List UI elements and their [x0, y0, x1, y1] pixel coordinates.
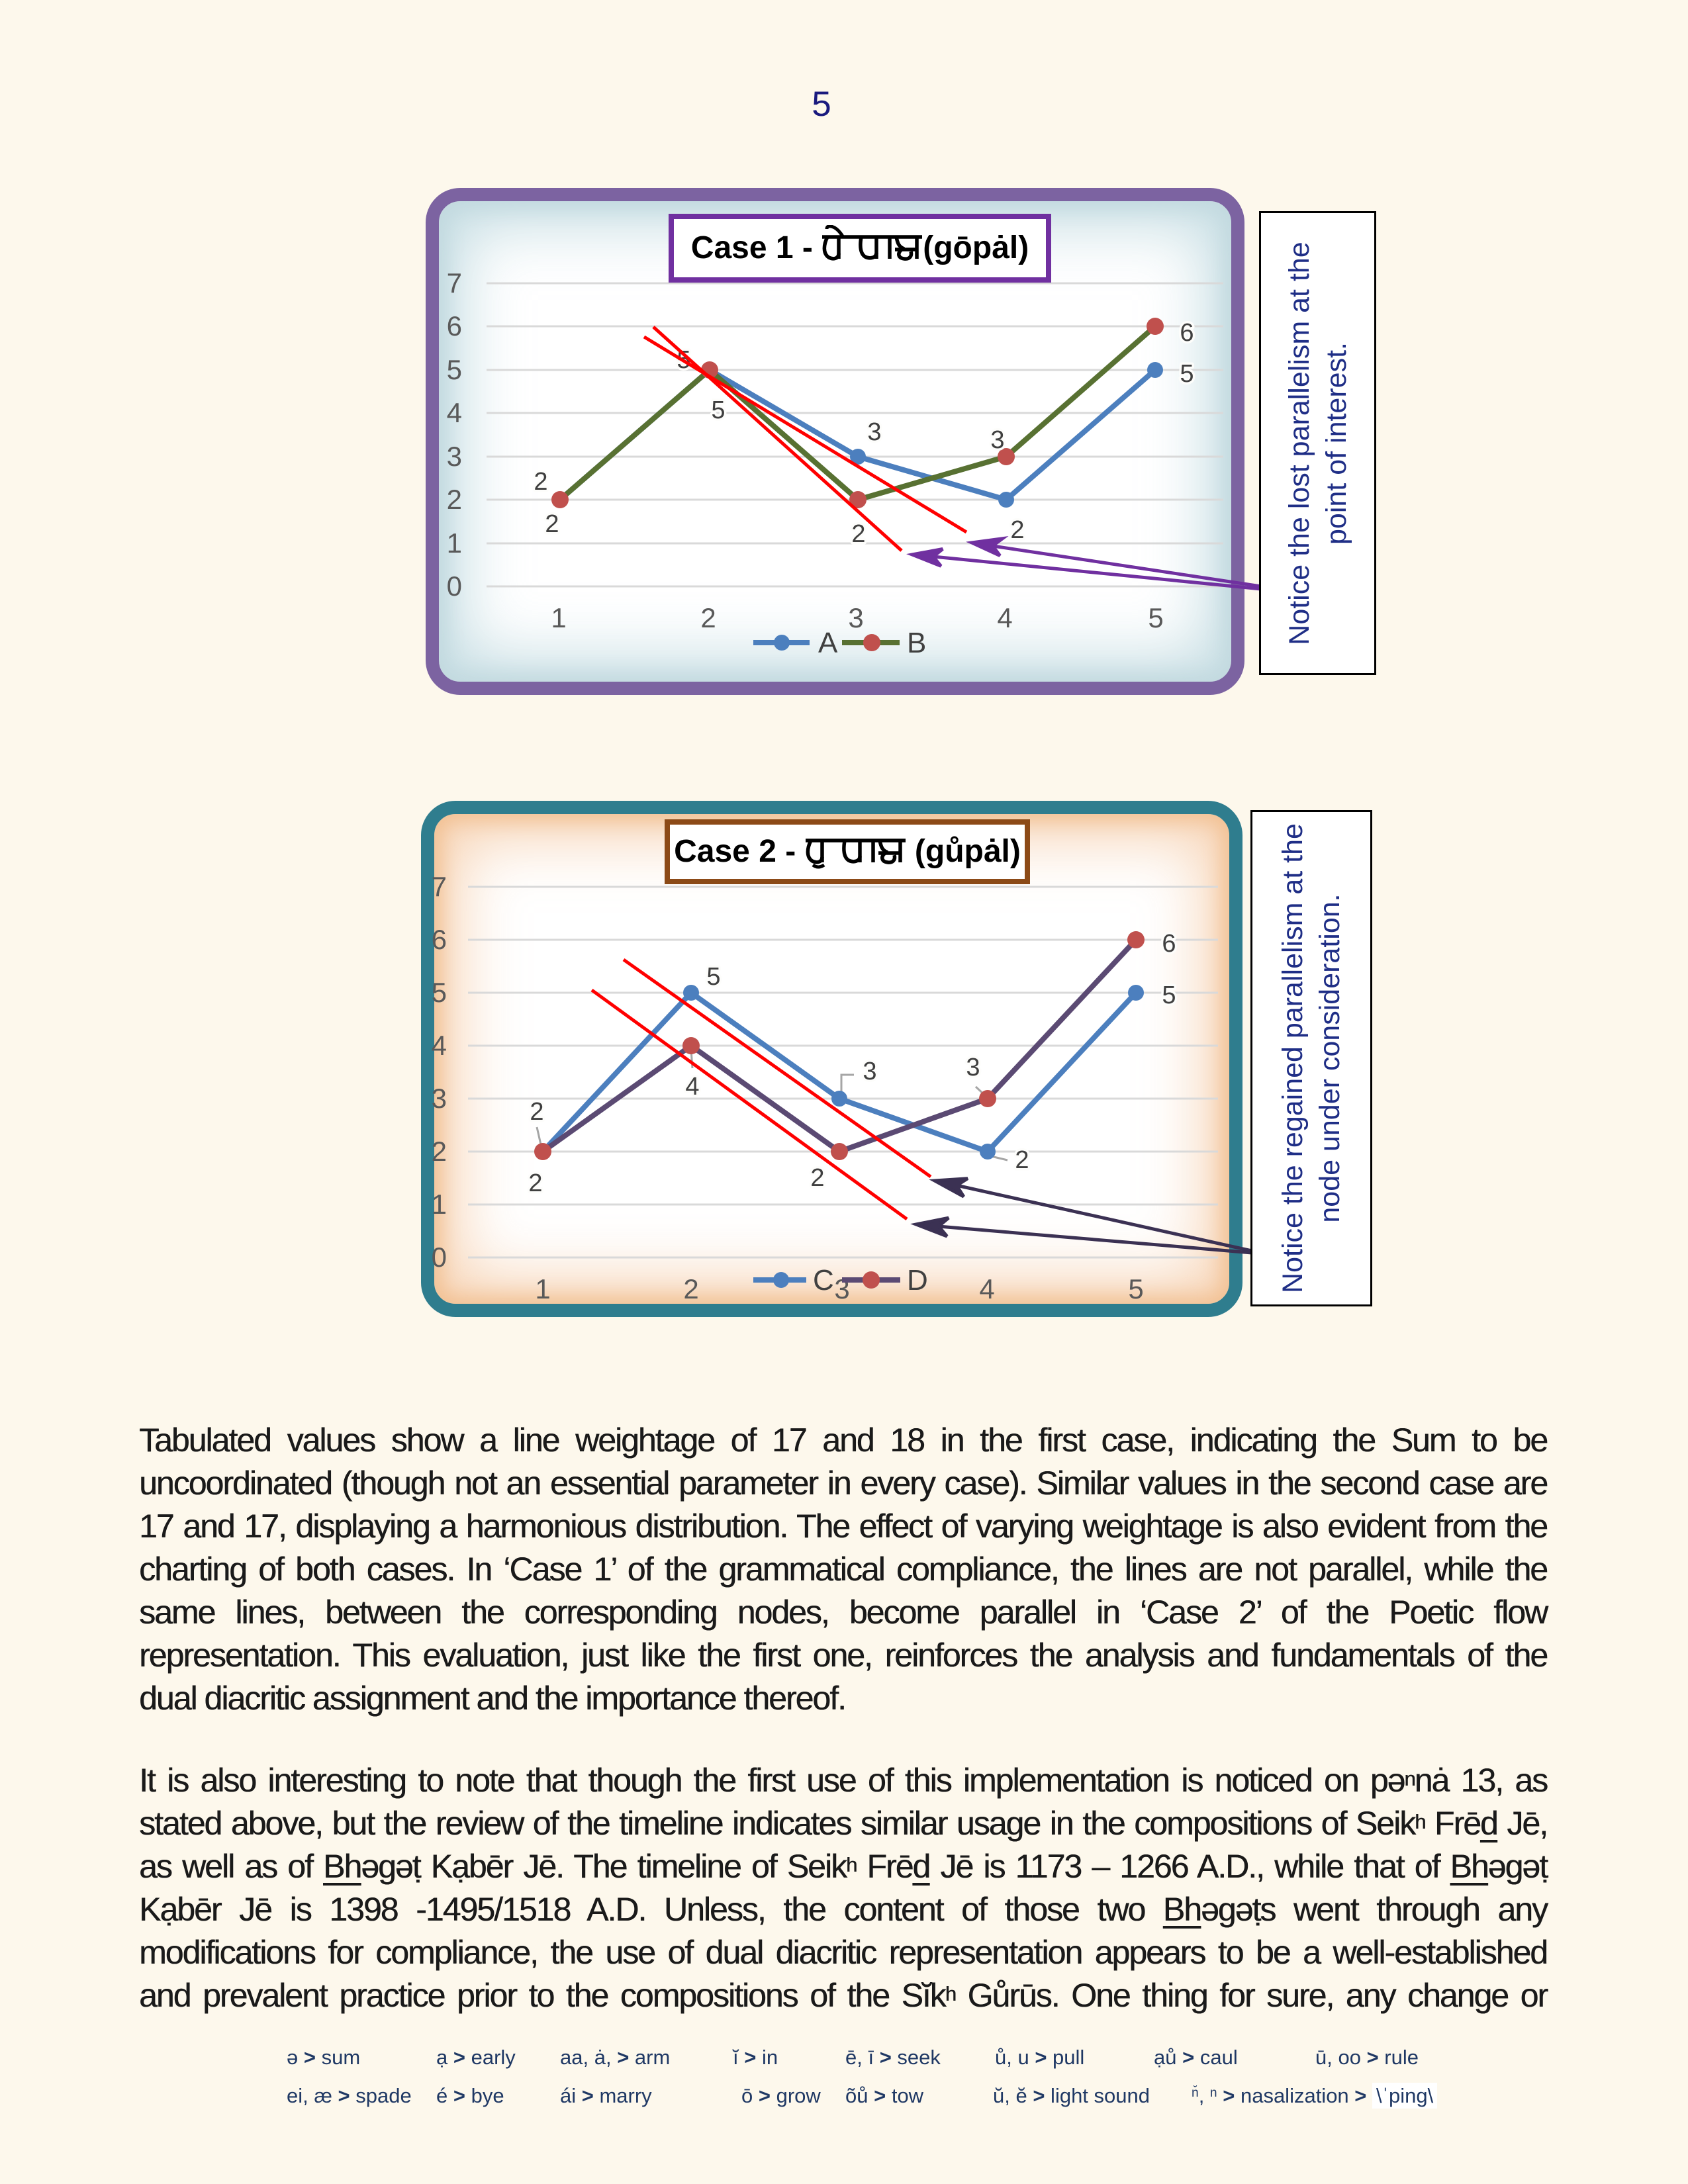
svg-text:7: 7 [447, 267, 462, 298]
svg-text:3: 3 [867, 418, 881, 446]
svg-text:6: 6 [447, 310, 462, 341]
svg-text:4: 4 [979, 1273, 994, 1304]
svg-text:2: 2 [530, 1098, 543, 1126]
svg-text:6: 6 [432, 924, 447, 955]
svg-text:2: 2 [534, 468, 547, 496]
svg-text:2: 2 [810, 1164, 824, 1192]
svg-text:2: 2 [1010, 516, 1024, 544]
svg-text:2: 2 [700, 602, 716, 633]
svg-text:B: B [907, 627, 926, 659]
svg-text:6: 6 [1180, 319, 1194, 347]
svg-text:5: 5 [706, 963, 720, 991]
svg-text:D: D [907, 1264, 928, 1297]
svg-text:5: 5 [711, 396, 725, 424]
svg-text:1: 1 [432, 1189, 447, 1220]
svg-text:2: 2 [447, 484, 462, 515]
svg-text:4: 4 [685, 1073, 699, 1101]
svg-text:3: 3 [447, 441, 462, 472]
svg-text:1: 1 [447, 527, 462, 559]
svg-text:2: 2 [851, 520, 865, 548]
svg-text:1: 1 [551, 602, 566, 633]
svg-text:C: C [813, 1264, 834, 1297]
svg-text:5: 5 [432, 977, 447, 1008]
svg-text:3: 3 [990, 426, 1004, 454]
svg-text:5: 5 [1162, 981, 1176, 1009]
svg-text:5: 5 [447, 354, 462, 385]
svg-text:3: 3 [966, 1054, 980, 1081]
svg-text:5: 5 [1180, 360, 1194, 388]
svg-text:4: 4 [432, 1030, 447, 1061]
svg-text:3: 3 [432, 1083, 447, 1114]
svg-text:3: 3 [863, 1058, 876, 1085]
svg-text:5: 5 [1128, 1273, 1143, 1304]
svg-text:2: 2 [528, 1169, 542, 1197]
svg-text:1: 1 [535, 1273, 550, 1304]
svg-text:2: 2 [432, 1136, 447, 1167]
svg-text:6: 6 [1162, 930, 1176, 958]
svg-text:5: 5 [1148, 602, 1163, 633]
svg-text:0: 0 [432, 1242, 447, 1273]
svg-text:0: 0 [447, 570, 462, 602]
svg-text:4: 4 [997, 602, 1012, 633]
svg-text:2: 2 [683, 1273, 698, 1304]
svg-text:A: A [818, 627, 838, 659]
svg-text:3: 3 [848, 602, 863, 633]
svg-text:4: 4 [447, 397, 462, 428]
svg-text:2: 2 [1015, 1146, 1029, 1174]
svg-text:7: 7 [432, 871, 447, 902]
svg-text:2: 2 [545, 510, 559, 538]
